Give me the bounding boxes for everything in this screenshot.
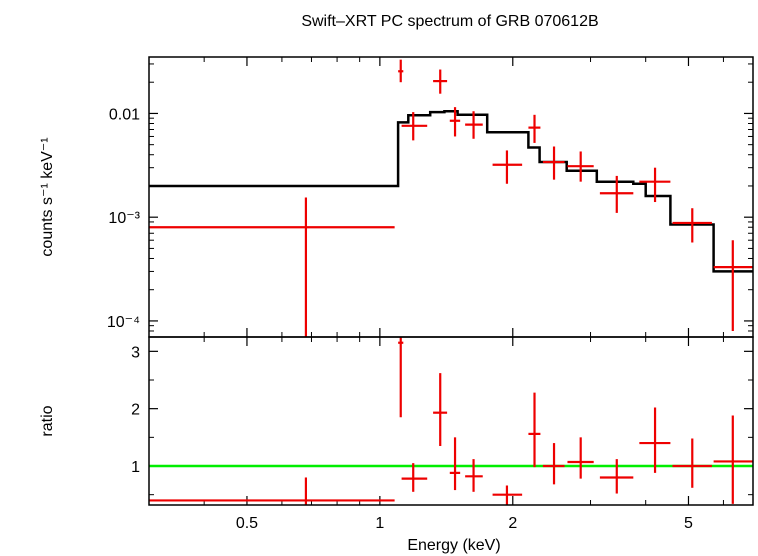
y-tick-label: 10⁻⁴ — [107, 314, 140, 331]
x-tick-label: 2 — [508, 515, 517, 532]
spectrum-panel: 0.01 10⁻³ 10⁻⁴ — [107, 57, 754, 337]
x-tick-label: 1 — [375, 515, 384, 532]
model-step-line — [149, 109, 753, 273]
ratio-panel: 0.5 1 2 5 1 2 3 — [131, 337, 754, 532]
x-tick-label: 5 — [684, 515, 693, 532]
chart-title: Swift–XRT PC spectrum of GRB 070612B — [301, 13, 598, 30]
x-tick-label: 0.5 — [236, 515, 258, 532]
y-tick-label: 2 — [131, 402, 140, 419]
x-axis-label: Energy (keV) — [407, 537, 500, 554]
y-tick-label: 10⁻³ — [108, 210, 140, 227]
ratio-panel-frame — [148, 336, 754, 506]
y-tick-label: 1 — [131, 459, 140, 476]
y-axis-label-ratio: ratio — [39, 405, 56, 436]
y-tick-label: 0.01 — [109, 106, 140, 123]
y-axis-label-spectrum: counts s⁻¹ keV⁻¹ — [39, 137, 56, 256]
y-tick-label: 3 — [131, 344, 140, 361]
